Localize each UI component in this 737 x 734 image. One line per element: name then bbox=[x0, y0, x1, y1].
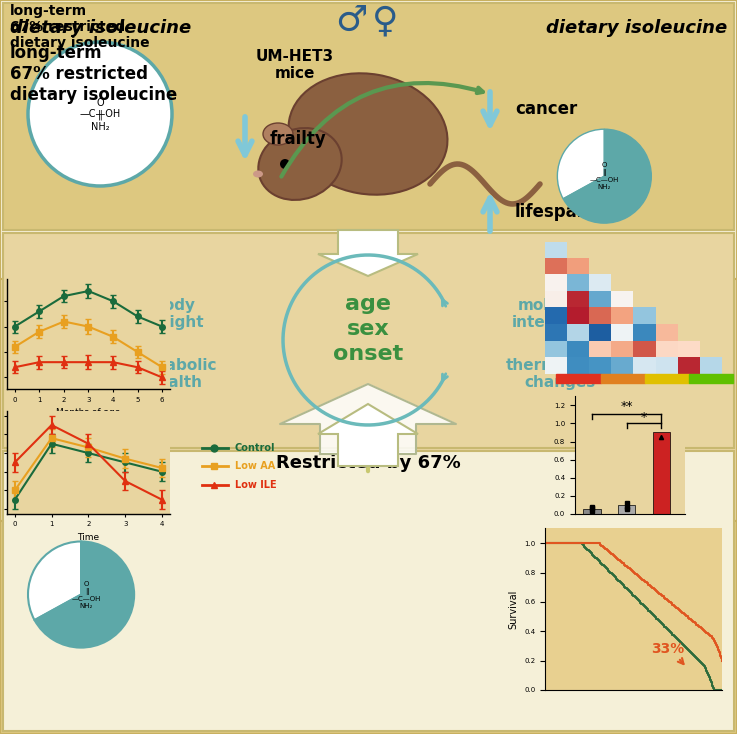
Text: Low AA: Low AA bbox=[235, 461, 275, 471]
Wedge shape bbox=[28, 542, 81, 620]
Text: O
‖
—C—OH
NH₂: O ‖ —C—OH NH₂ bbox=[71, 581, 101, 608]
Polygon shape bbox=[318, 404, 418, 466]
Text: **: ** bbox=[621, 400, 633, 413]
Bar bbox=[645, 374, 689, 382]
Text: age
sex
onset: age sex onset bbox=[333, 294, 403, 364]
Circle shape bbox=[280, 159, 290, 169]
Text: —C—OH: —C—OH bbox=[80, 109, 121, 119]
Bar bbox=[652, 432, 670, 514]
Text: lifespan: lifespan bbox=[515, 203, 590, 221]
Text: Low ILE: Low ILE bbox=[235, 479, 276, 490]
Text: ♀: ♀ bbox=[372, 4, 399, 38]
Bar bbox=[618, 505, 635, 514]
Text: cancer: cancer bbox=[515, 100, 577, 118]
Text: 33%: 33% bbox=[652, 642, 685, 656]
Ellipse shape bbox=[288, 73, 447, 195]
FancyBboxPatch shape bbox=[3, 233, 734, 448]
Wedge shape bbox=[563, 129, 652, 223]
Text: ♂: ♂ bbox=[335, 4, 368, 38]
Bar bbox=[601, 374, 645, 382]
FancyBboxPatch shape bbox=[3, 3, 734, 230]
Text: Restricted by 67%: Restricted by 67% bbox=[276, 454, 461, 472]
Ellipse shape bbox=[258, 128, 342, 200]
Ellipse shape bbox=[253, 170, 263, 178]
Text: Control: Control bbox=[235, 443, 276, 453]
Text: frailty: frailty bbox=[270, 130, 326, 148]
FancyBboxPatch shape bbox=[3, 451, 734, 731]
Polygon shape bbox=[280, 384, 456, 454]
Text: *: * bbox=[641, 411, 647, 424]
Wedge shape bbox=[557, 129, 604, 199]
Text: NH₂: NH₂ bbox=[91, 122, 109, 132]
Text: thermogenic
changes: thermogenic changes bbox=[506, 357, 614, 390]
Text: dietary isoleucine: dietary isoleucine bbox=[546, 19, 727, 37]
Polygon shape bbox=[318, 230, 418, 276]
Bar bbox=[584, 509, 601, 514]
Circle shape bbox=[28, 42, 172, 186]
Text: long-term
67% restricted
dietary isoleucine: long-term 67% restricted dietary isoleuc… bbox=[10, 44, 178, 103]
Ellipse shape bbox=[263, 123, 293, 145]
Bar bbox=[689, 374, 733, 382]
Text: O
‖: O ‖ bbox=[97, 98, 104, 120]
Text: body
weight: body weight bbox=[146, 298, 204, 330]
Text: dietary isoleucine: dietary isoleucine bbox=[10, 19, 191, 37]
X-axis label: Time: Time bbox=[77, 533, 99, 542]
Text: molecular
integration: molecular integration bbox=[512, 298, 608, 330]
Y-axis label: Survival: Survival bbox=[509, 589, 519, 629]
Text: metabolic
health: metabolic health bbox=[133, 357, 217, 390]
Wedge shape bbox=[35, 542, 134, 647]
Text: long-term
67% restricted
dietary isoleucine: long-term 67% restricted dietary isoleuc… bbox=[10, 4, 150, 51]
Bar bbox=[556, 374, 601, 382]
X-axis label: Months of age: Months of age bbox=[56, 408, 121, 417]
Text: O
‖
—C—OH
NH₂: O ‖ —C—OH NH₂ bbox=[590, 162, 619, 190]
Text: UM-HET3
mice: UM-HET3 mice bbox=[256, 49, 334, 81]
